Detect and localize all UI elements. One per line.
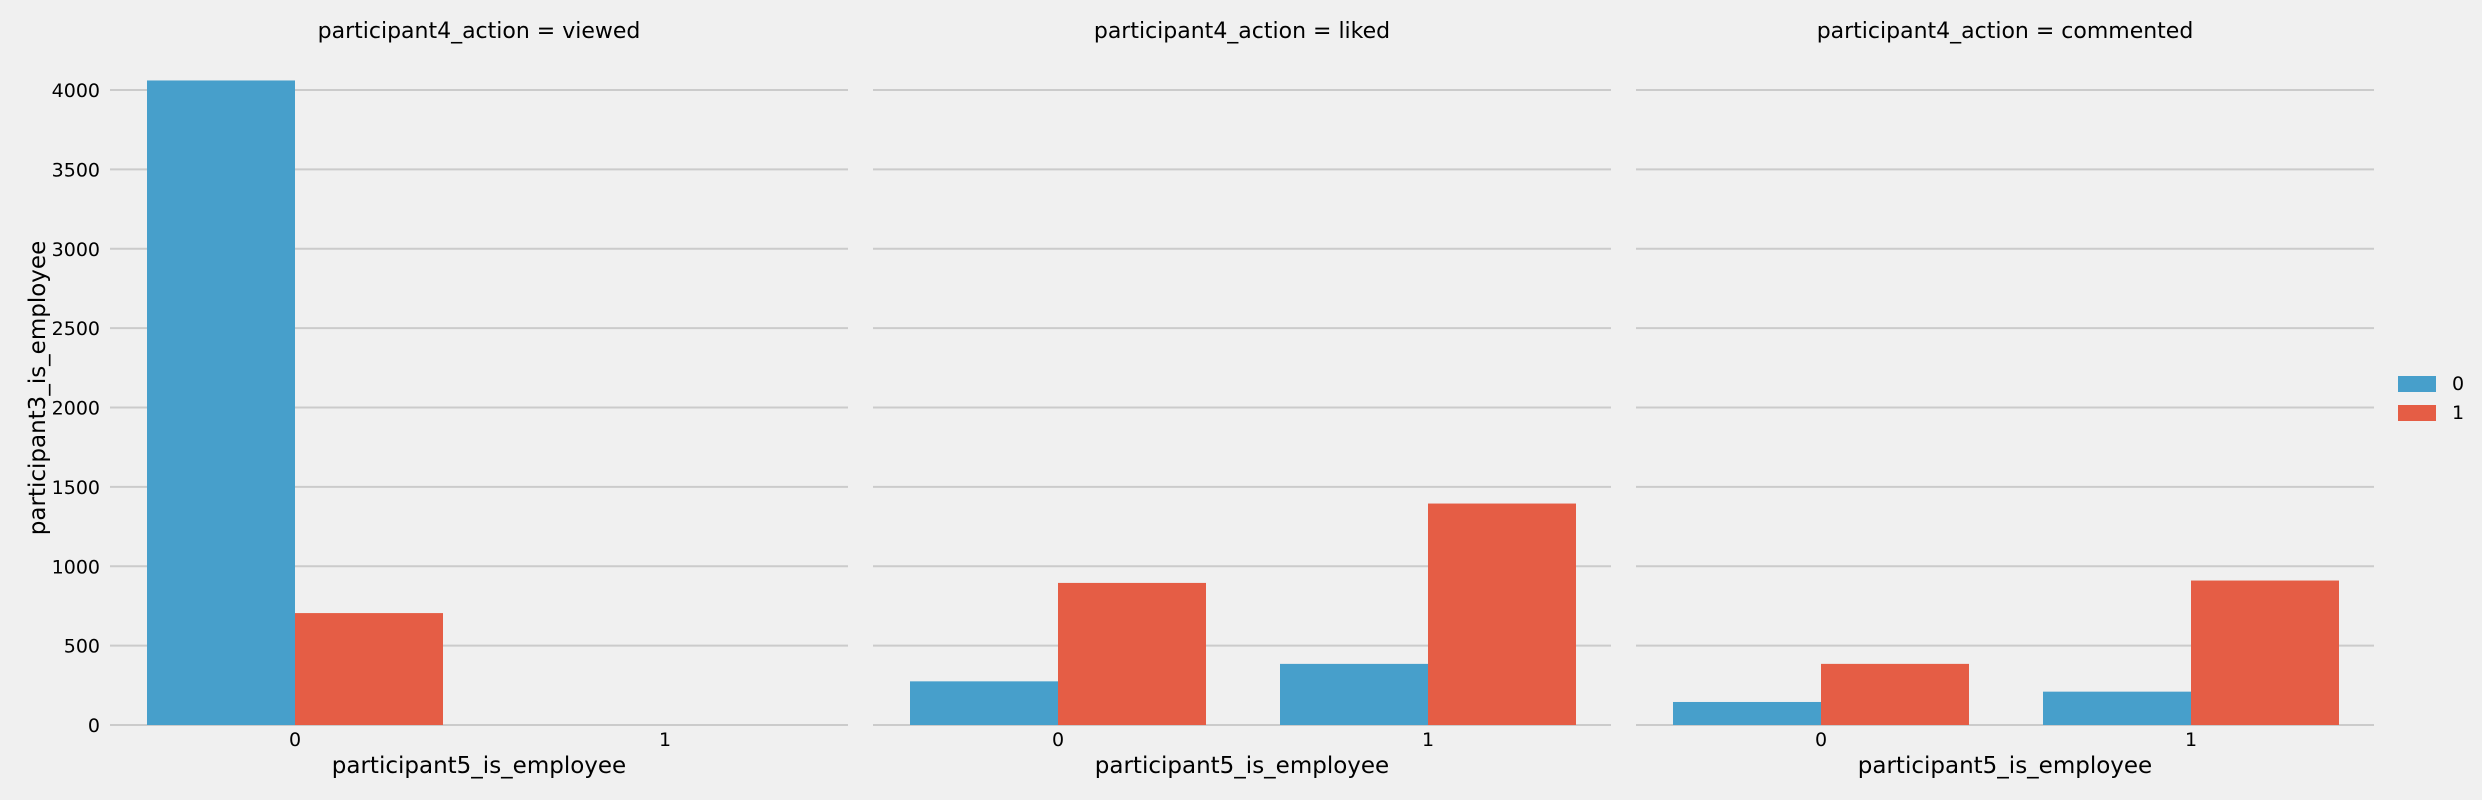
y-tick-label: 3500 bbox=[52, 159, 100, 181]
y-tick-label: 1500 bbox=[52, 477, 100, 499]
bar bbox=[2043, 691, 2191, 725]
bar bbox=[910, 681, 1058, 725]
x-axis-label: participant5_is_employee bbox=[1095, 753, 1389, 779]
y-tick-label: 2500 bbox=[52, 318, 100, 340]
y-tick-label: 500 bbox=[64, 636, 100, 658]
panel-title: participant4_action = liked bbox=[1094, 19, 1390, 44]
bar bbox=[1428, 503, 1576, 725]
panel-title: participant4_action = commented bbox=[1817, 19, 2194, 44]
legend-swatch bbox=[2398, 405, 2436, 421]
legend-label: 1 bbox=[2452, 402, 2464, 424]
panel-2: participant4_action = liked 0 1 participant… bbox=[873, 19, 1611, 779]
x-axis-label: participant5_is_employee bbox=[332, 753, 626, 779]
y-tick-label: 2000 bbox=[52, 398, 100, 420]
bar bbox=[1821, 663, 1969, 725]
panel-title: participant4_action = viewed bbox=[318, 19, 641, 44]
x-tick-label: 1 bbox=[1422, 729, 1434, 751]
y-tick-label: 1000 bbox=[52, 556, 100, 578]
panel-1: 0 500 1000 1500 2000 2500 3000 3500 4000 particip… bbox=[52, 19, 848, 779]
x-tick-label: 0 bbox=[1815, 729, 1827, 751]
bar bbox=[2191, 580, 2339, 725]
bar bbox=[1280, 663, 1428, 725]
panels: 05001000150020002500300035004000particip… bbox=[52, 19, 2374, 779]
legend-swatch bbox=[2398, 376, 2436, 392]
y-tick-label: 3000 bbox=[52, 239, 100, 261]
bar bbox=[147, 80, 295, 726]
bar bbox=[295, 613, 443, 725]
y-tick-label: 4000 bbox=[52, 80, 100, 102]
x-tick-label: 0 bbox=[1052, 729, 1064, 751]
x-tick-label: 1 bbox=[2185, 729, 2197, 751]
x-axis-label: participant5_is_employee bbox=[1858, 753, 2152, 779]
bar bbox=[1058, 582, 1206, 725]
legend-label: 0 bbox=[2452, 373, 2464, 395]
x-tick-label: 1 bbox=[659, 729, 671, 751]
x-tick-label: 0 bbox=[289, 729, 301, 751]
panel-3: participant4_action = commented 0 1 partici… bbox=[1636, 19, 2374, 779]
legend: 01 bbox=[2398, 373, 2464, 424]
y-tick-label: 0 bbox=[88, 715, 100, 737]
bar bbox=[1673, 701, 1821, 725]
y-axis-label: participant3_is_employee bbox=[25, 241, 51, 535]
